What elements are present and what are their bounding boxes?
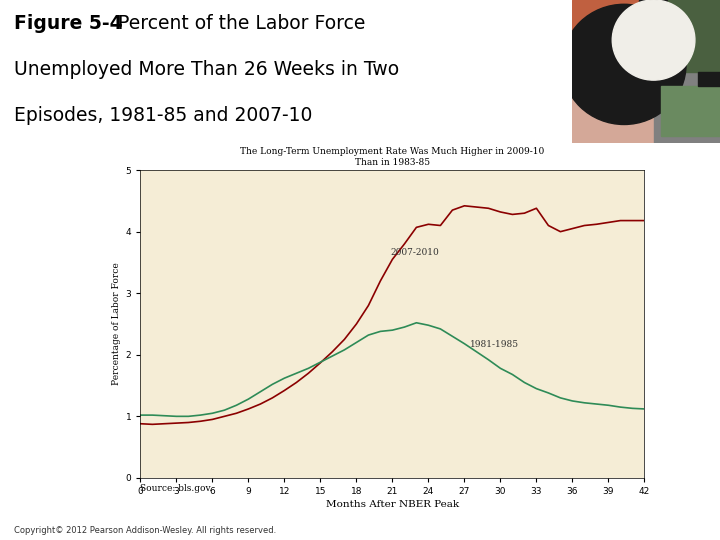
Text: Copyright© 2012 Pearson Addison-Wesley. All rights reserved.: Copyright© 2012 Pearson Addison-Wesley. …: [14, 526, 276, 535]
Circle shape: [612, 0, 695, 80]
Text: 5-6: 5-6: [657, 515, 685, 530]
Bar: [654, 71, 720, 143]
Y-axis label: Percentage of Labor Force: Percentage of Labor Force: [112, 262, 122, 386]
Text: 1981-1985: 1981-1985: [470, 340, 520, 349]
Text: Episodes, 1981-85 and 2007-10: Episodes, 1981-85 and 2007-10: [14, 106, 312, 125]
Bar: [668, 0, 720, 71]
Polygon shape: [698, 71, 720, 86]
Text: Figure 5-4: Figure 5-4: [14, 14, 123, 33]
Circle shape: [562, 4, 686, 125]
Bar: [572, 71, 654, 143]
Bar: [572, 0, 639, 71]
Bar: [639, 0, 720, 71]
Text: Percent of the Labor Force: Percent of the Labor Force: [106, 14, 365, 33]
Title: The Long-Term Unemployment Rate Was Much Higher in 2009-10
Than in 1983-85: The Long-Term Unemployment Rate Was Much…: [240, 147, 544, 166]
Text: Unemployed More Than 26 Weeks in Two: Unemployed More Than 26 Weeks in Two: [14, 60, 400, 79]
X-axis label: Months After NBER Peak: Months After NBER Peak: [326, 500, 459, 509]
Text: 2007-2010: 2007-2010: [390, 248, 438, 257]
Text: Source: bls.gov.: Source: bls.gov.: [140, 484, 213, 494]
Bar: [661, 86, 720, 136]
